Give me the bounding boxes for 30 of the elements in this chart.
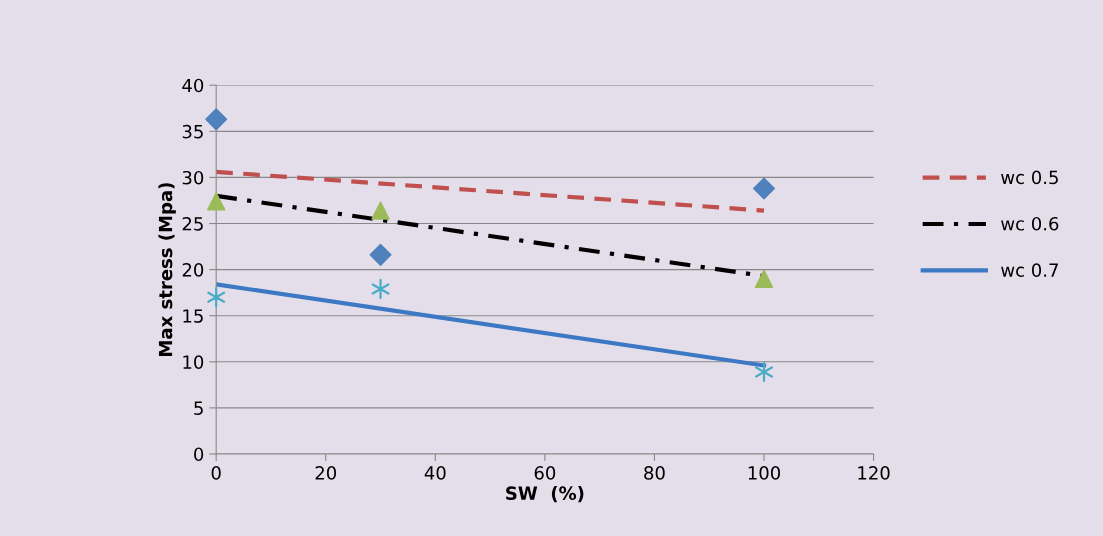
point [754,269,774,289]
x-tick-label: 0 [211,466,221,480]
x-tick-label: 40 [424,466,446,480]
point [371,278,390,300]
y-tick-label: 5 [194,401,203,416]
y-tick-label: 40 [182,78,204,93]
y-tick-label: 0 [194,447,204,462]
x-tick-label: 60 [534,466,556,480]
legend-label: wc 0.5 [1001,170,1058,185]
y-tick-label: 35 [182,124,203,139]
x-tick-label: 120 [858,466,890,480]
point [207,287,226,308]
y-tick-label: 20 [182,263,204,277]
point [371,201,390,220]
x-tick-label: 100 [748,466,781,480]
y-tick-label: 25 [182,216,203,231]
point [755,361,773,383]
x-tick-label: 20 [315,466,337,480]
y-tick-label: 30 [182,170,204,185]
point [753,177,776,200]
legend-label: wc 0.6 [1001,216,1059,231]
point [206,192,226,211]
point [205,108,228,131]
x-tick-label: 80 [644,466,665,480]
x-axis-title: SW (%) [506,486,584,503]
legend-label: wc 0.7 [1001,263,1058,277]
y-axis-title: Max stress (Mpa) [158,183,176,356]
y-tick-label: 15 [183,309,203,323]
y-tick-label: 10 [183,355,204,369]
point [369,243,392,266]
